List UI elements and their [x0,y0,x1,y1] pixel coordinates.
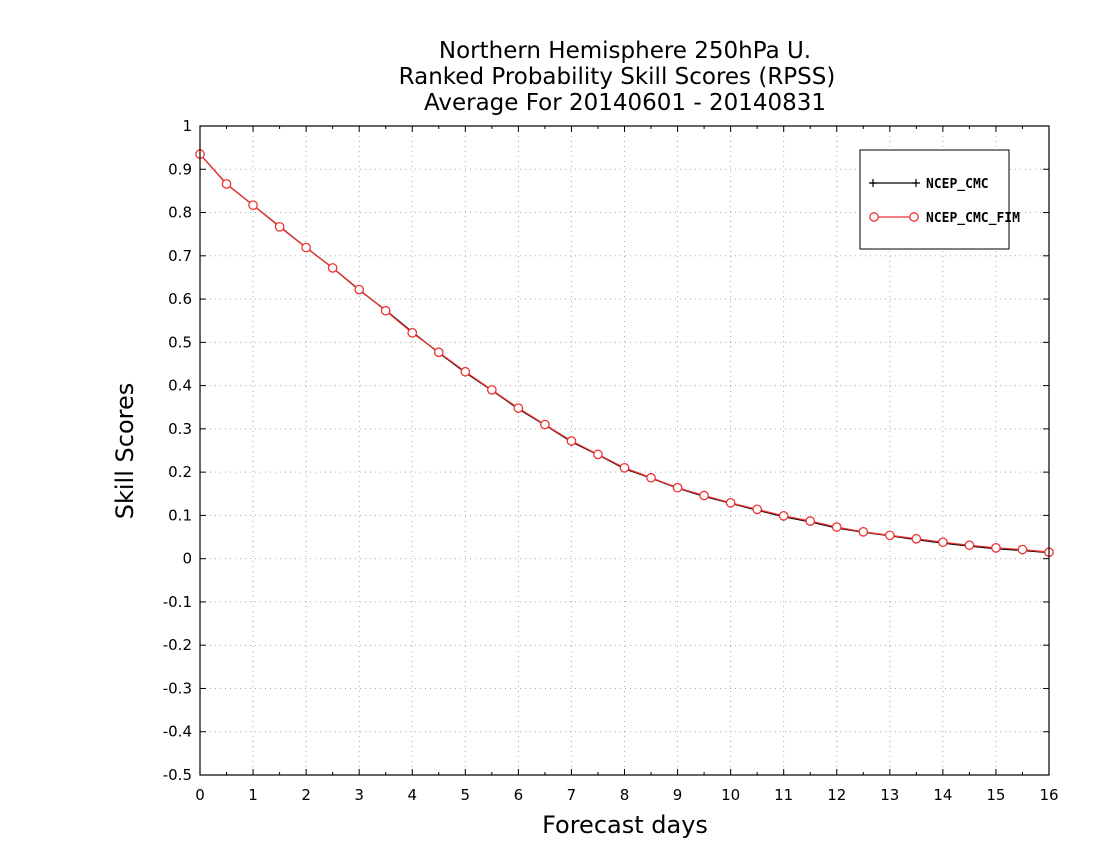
chart-title: Northern Hemisphere 250hPa U. Ranked Pro… [399,38,836,116]
data-point-ncep-cmc-fim [884,530,895,541]
y-tick-label: -0.4 [163,723,192,741]
data-point-ncep-cmc-fim [778,510,789,521]
y-tick-label: -0.5 [163,766,192,784]
x-tick-label: 4 [407,786,417,804]
plot-frame [199,125,1050,776]
data-point-ncep-cmc-fim [938,537,948,548]
data-point-ncep-cmc-fim [593,449,603,460]
data-point-ncep-cmc-fim [540,419,550,430]
y-tick-label: 1 [182,117,192,135]
y-tick-label: 0.8 [168,204,192,222]
data-point-ncep-cmc-fim [354,284,365,295]
data-point-ncep-cmc-fim [752,504,763,515]
legend-box [859,149,1010,250]
data-point-ncep-cmc-fim [433,347,444,358]
y-tick-label: 0.1 [168,506,192,524]
y-tick-label: 0.2 [168,463,192,481]
legend-marker-plus-icon [869,179,920,187]
data-point-ncep-cmc-fim [858,526,869,537]
legend-marker-circle-icon [909,212,919,222]
data-point-ncep-cmc-fim [566,436,577,446]
y-tick-label: -0.3 [163,679,192,697]
x-tick-label: 10 [721,786,740,804]
data-point-ncep-cmc-fim [725,498,736,508]
data-point-ncep-cmc-fim [911,533,922,544]
data-point-ncep-cmc-fim [380,305,391,316]
data-point-ncep-cmc-fim [486,385,497,395]
legend-item-ncep-cmc-fim: NCEP_CMC_FIM [869,211,1020,226]
data-point-ncep-cmc-fim [460,366,471,377]
data-point-ncep-cmc-fim [407,327,418,338]
legend-item-ncep-cmc: NCEP_CMC [869,177,989,192]
data-point-ncep-cmc-fim [248,200,258,211]
y-tick-label: 0.7 [168,247,192,265]
x-tick-label: 0 [195,786,205,804]
x-tick-label: 16 [1039,786,1058,804]
data-point-ncep-cmc-fim [699,490,709,501]
series-layer [195,149,1054,558]
x-tick-label: 13 [880,786,899,804]
data-point-ncep-cmc-fim [964,540,975,551]
data-point-ncep-cmc-fim [301,242,311,253]
legend-marker-circle-icon [869,212,879,222]
x-tick-label: 5 [461,786,471,804]
data-point-ncep-cmc-fim [619,462,630,473]
x-tick-label: 12 [827,786,846,804]
y-axis-title: Skill Scores [111,383,139,520]
y-tick-label: 0.6 [168,290,192,308]
x-tick-label: 2 [301,786,311,804]
data-point-ncep-cmc-fim [221,179,232,189]
data-point-ncep-cmc-fim [672,482,683,493]
y-tick-label: 0.5 [168,333,192,351]
legend: NCEP_CMC NCEP_CMC_FIM [859,149,1020,250]
x-tick-label: 14 [933,786,952,804]
grid [200,126,1049,775]
data-point-ncep-cmc-fim [805,516,816,526]
data-point-ncep-cmc-fim [991,542,1001,553]
x-tick-label: 7 [567,786,577,804]
data-point-ncep-cmc-fim [274,221,285,232]
y-tick-label: 0.9 [168,160,192,178]
data-point-ncep-cmc-fim [513,403,524,413]
y-tick-label: 0.4 [168,377,192,395]
x-tick-label: 1 [248,786,258,804]
data-point-ncep-cmc-fim [646,472,656,483]
data-point-ncep-cmc-fim [327,263,338,273]
chart-title-line-1: Northern Hemisphere 250hPa U. [439,38,811,64]
legend-label-ncep-cmc-fim: NCEP_CMC_FIM [926,211,1020,226]
chart-title-line-3: Average For 20140601 - 20140831 [424,90,826,116]
x-tick-label: 9 [673,786,683,804]
x-tick-label: 8 [620,786,630,804]
chart-title-line-2: Ranked Probability Skill Scores (RPSS) [399,64,836,90]
axis-ticks: 0 1 2 3 4 5 6 7 8 9 10 11 12 13 14 15 16-0.5-0.4-0.3-0.2… [163,117,1059,804]
y-tick-label: 0.3 [168,420,192,438]
y-tick-label: -0.1 [163,593,192,611]
data-point-ncep-cmc-fim [831,522,842,532]
x-tick-label: 11 [774,786,793,804]
data-point-ncep-cmc-fim [1017,544,1028,555]
y-tick-label: 0 [182,550,192,568]
x-tick-label: 15 [986,786,1005,804]
x-tick-label: 3 [354,786,364,804]
legend-label-ncep-cmc: NCEP_CMC [926,177,989,192]
y-tick-label: -0.2 [163,636,192,654]
x-tick-label: 6 [514,786,524,804]
x-axis-title: Forecast days [542,811,708,839]
